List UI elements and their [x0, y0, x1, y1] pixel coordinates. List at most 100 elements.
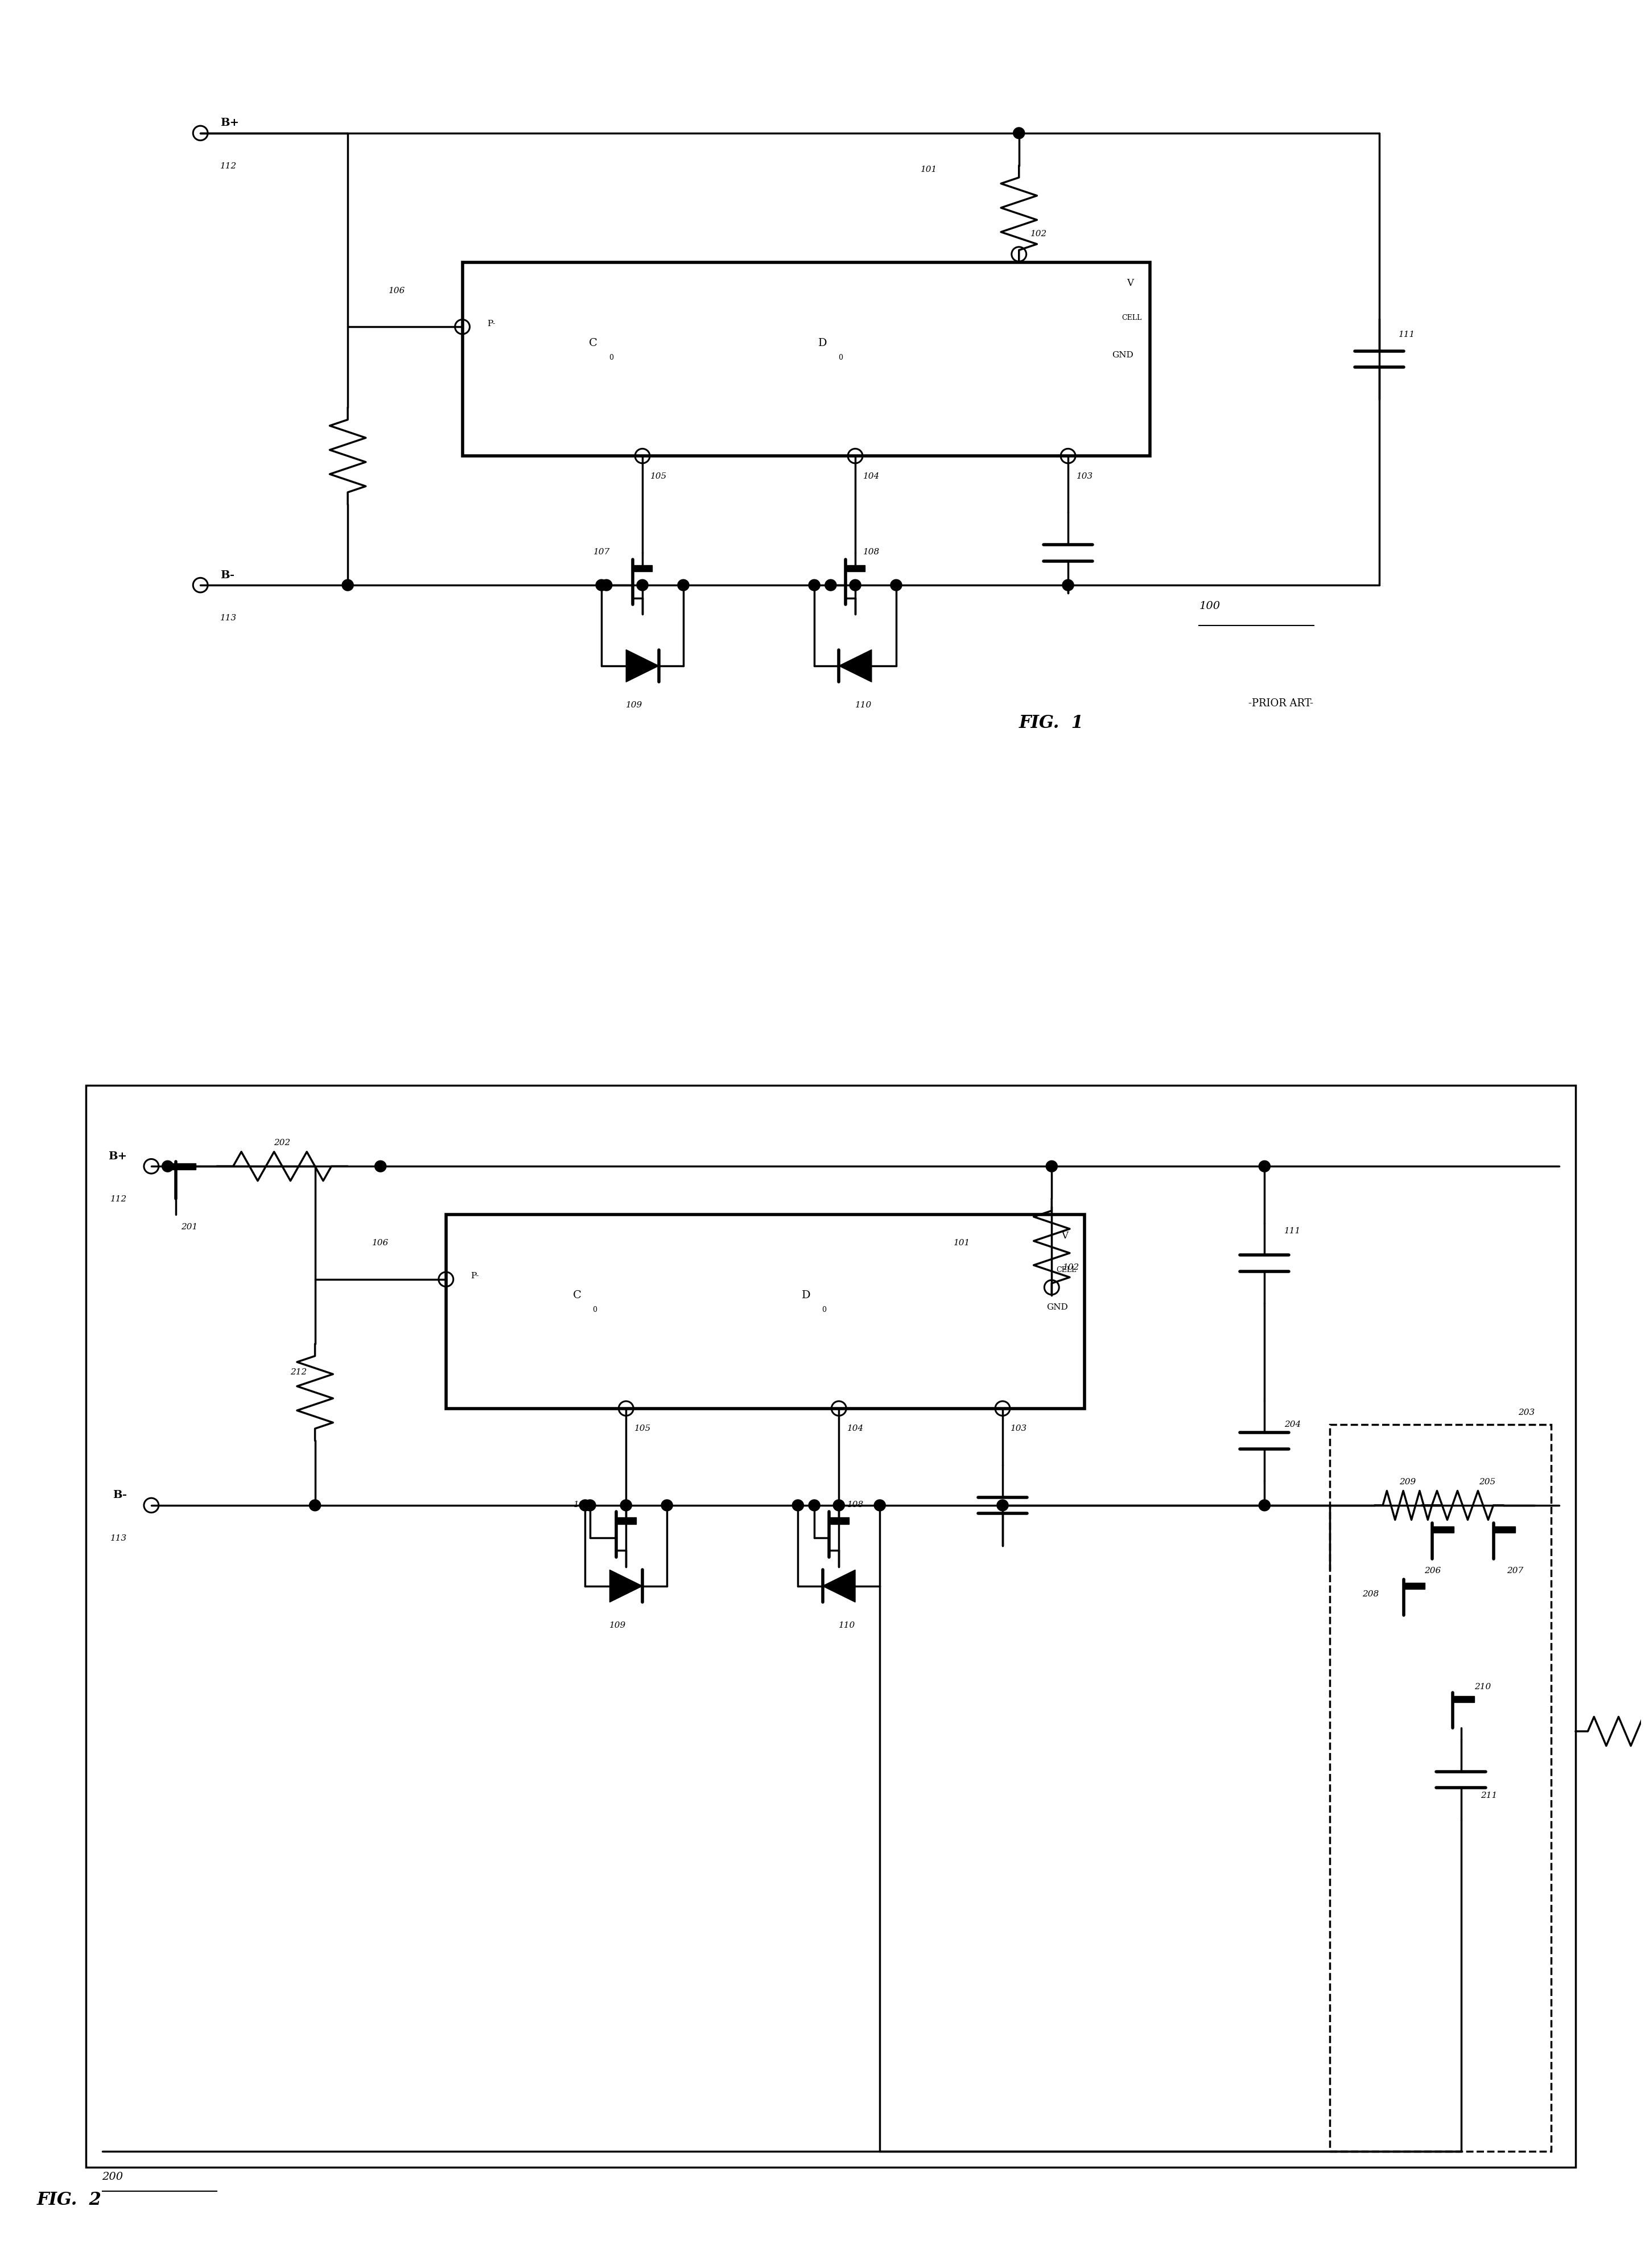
Text: 204: 204	[1285, 1420, 1301, 1429]
Polygon shape	[627, 649, 658, 683]
Text: 101: 101	[921, 166, 938, 172]
Text: 100: 100	[1199, 601, 1221, 612]
Text: 108: 108	[847, 1501, 864, 1508]
Text: 200: 200	[102, 2173, 123, 2182]
Circle shape	[620, 1499, 632, 1510]
Text: B-: B-	[112, 1490, 127, 1501]
Circle shape	[824, 578, 836, 590]
Polygon shape	[846, 565, 865, 572]
Text: 211: 211	[1481, 1792, 1497, 1801]
Text: 205: 205	[1479, 1479, 1495, 1486]
Polygon shape	[823, 1569, 855, 1601]
Text: 0: 0	[839, 354, 842, 361]
Text: 0: 0	[592, 1306, 597, 1313]
Text: 104: 104	[847, 1424, 864, 1433]
Circle shape	[678, 578, 689, 590]
Text: 102: 102	[1030, 229, 1048, 238]
Circle shape	[375, 1161, 387, 1173]
Text: 212: 212	[290, 1368, 308, 1377]
Text: 105: 105	[651, 472, 668, 481]
Polygon shape	[1433, 1526, 1454, 1533]
Circle shape	[309, 1499, 321, 1510]
Polygon shape	[633, 565, 651, 572]
Polygon shape	[1453, 1696, 1474, 1703]
Text: B+: B+	[109, 1152, 127, 1161]
Text: 110: 110	[855, 701, 872, 710]
Circle shape	[809, 578, 821, 590]
Text: B-: B-	[220, 569, 234, 581]
Text: 101: 101	[954, 1238, 971, 1247]
Text: 209: 209	[1398, 1479, 1416, 1486]
Circle shape	[849, 578, 860, 590]
Text: C: C	[589, 338, 597, 347]
Text: 113: 113	[220, 615, 237, 621]
Circle shape	[873, 1499, 885, 1510]
Circle shape	[1063, 578, 1074, 590]
FancyBboxPatch shape	[86, 1086, 1576, 2168]
Text: FIG.  2: FIG. 2	[36, 2191, 102, 2209]
Circle shape	[1046, 1161, 1058, 1173]
Circle shape	[890, 578, 901, 590]
Text: V: V	[1127, 279, 1133, 288]
Circle shape	[809, 1499, 821, 1510]
Text: 111: 111	[1398, 331, 1415, 338]
Text: 107: 107	[574, 1501, 591, 1508]
Text: 111: 111	[1285, 1227, 1301, 1234]
Circle shape	[1258, 1161, 1270, 1173]
Text: 109: 109	[625, 701, 643, 710]
Text: 110: 110	[839, 1622, 855, 1628]
Circle shape	[997, 1499, 1008, 1510]
Text: 103: 103	[1076, 472, 1092, 481]
Text: 0: 0	[609, 354, 614, 361]
Polygon shape	[839, 649, 872, 683]
Text: GND: GND	[1046, 1304, 1068, 1311]
Text: B+: B+	[220, 118, 239, 129]
Text: D: D	[801, 1290, 811, 1300]
Circle shape	[793, 1499, 804, 1510]
Circle shape	[1013, 127, 1025, 138]
Circle shape	[661, 1499, 673, 1510]
Text: 210: 210	[1474, 1683, 1490, 1692]
Text: P-: P-	[470, 1272, 479, 1279]
FancyBboxPatch shape	[446, 1216, 1084, 1408]
Text: 113: 113	[110, 1535, 127, 1542]
Text: 202: 202	[275, 1139, 291, 1148]
Text: 112: 112	[110, 1195, 127, 1204]
Text: 206: 206	[1425, 1567, 1441, 1574]
Circle shape	[342, 578, 354, 590]
Text: 106: 106	[372, 1238, 388, 1247]
Circle shape	[600, 578, 612, 590]
Circle shape	[584, 1499, 595, 1510]
Text: 208: 208	[1362, 1590, 1379, 1599]
Text: 106: 106	[388, 286, 405, 295]
Text: FIG.  1: FIG. 1	[1018, 714, 1084, 733]
Circle shape	[595, 578, 607, 590]
Text: P-: P-	[487, 320, 495, 327]
Text: D: D	[818, 338, 827, 347]
Text: 107: 107	[594, 549, 610, 556]
Text: V: V	[1061, 1232, 1068, 1241]
FancyBboxPatch shape	[462, 263, 1150, 456]
Polygon shape	[829, 1517, 849, 1524]
Text: 109: 109	[610, 1622, 627, 1628]
Text: -PRIOR ART-: -PRIOR ART-	[1249, 699, 1313, 708]
Polygon shape	[617, 1517, 637, 1524]
Circle shape	[579, 1499, 591, 1510]
Circle shape	[1258, 1499, 1270, 1510]
Polygon shape	[1403, 1583, 1425, 1590]
Polygon shape	[1494, 1526, 1515, 1533]
Text: 201: 201	[181, 1222, 197, 1232]
Text: 103: 103	[1010, 1424, 1028, 1433]
Text: 112: 112	[220, 161, 237, 170]
Text: 102: 102	[1063, 1263, 1079, 1272]
Text: 105: 105	[635, 1424, 651, 1433]
Polygon shape	[171, 1163, 196, 1170]
Circle shape	[637, 578, 648, 590]
Text: 104: 104	[864, 472, 880, 481]
Circle shape	[161, 1161, 173, 1173]
Text: 0: 0	[823, 1306, 826, 1313]
Text: CELL: CELL	[1056, 1266, 1076, 1275]
Polygon shape	[610, 1569, 643, 1601]
Circle shape	[832, 1499, 844, 1510]
Text: GND: GND	[1112, 352, 1133, 358]
